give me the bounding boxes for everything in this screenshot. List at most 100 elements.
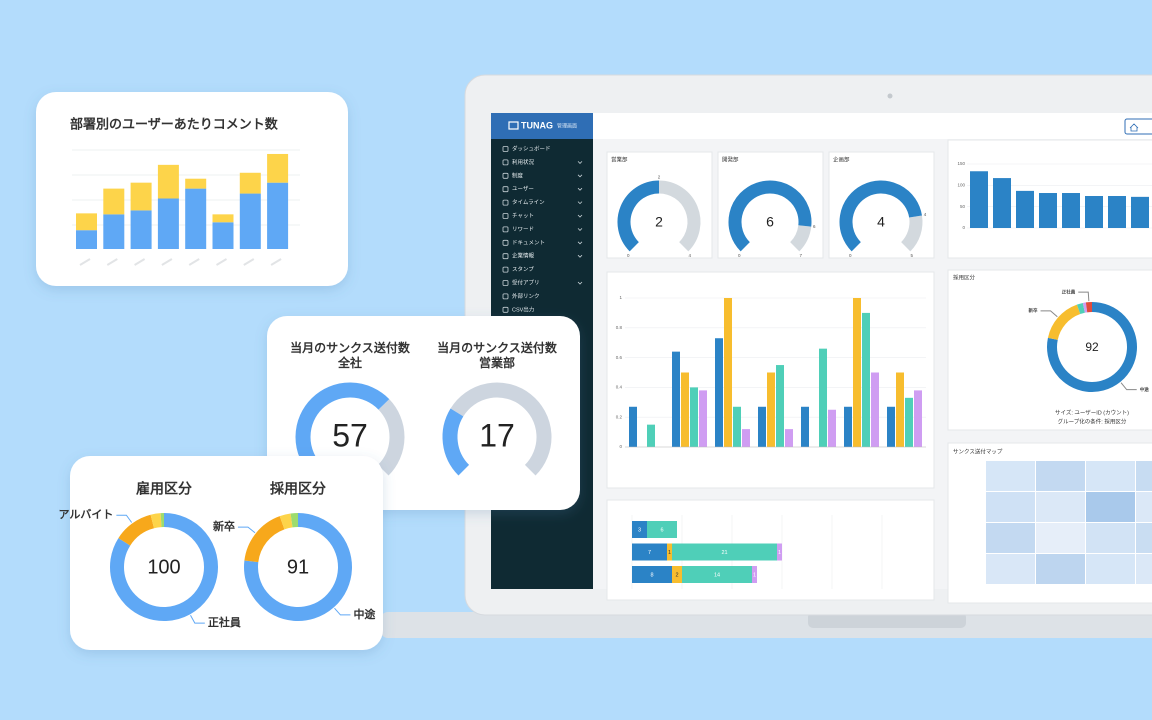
bar-segment bbox=[267, 182, 289, 249]
bar bbox=[828, 409, 836, 447]
donut-segment bbox=[118, 514, 155, 546]
bar bbox=[785, 429, 793, 447]
bar bbox=[758, 406, 766, 447]
heat-cell bbox=[1136, 492, 1152, 522]
heat-cell bbox=[1086, 554, 1135, 584]
gauge-title: 全社 bbox=[337, 355, 362, 370]
menu-chevron bbox=[577, 254, 583, 258]
laptop-notch bbox=[808, 612, 966, 628]
menu-chevron bbox=[577, 228, 583, 231]
gauge-value bbox=[728, 180, 812, 252]
donut-title: 雇用区分 bbox=[136, 481, 192, 497]
gauge-value-label: 6 bbox=[766, 214, 774, 230]
gauge-max-label: 4 bbox=[689, 253, 692, 258]
bar bbox=[690, 387, 698, 447]
y-tick-label: 0.8 bbox=[616, 325, 623, 330]
menu-item: タイムライン bbox=[512, 198, 545, 206]
x-tick-stub bbox=[215, 258, 228, 266]
bar bbox=[1108, 196, 1126, 228]
leader-line bbox=[1078, 291, 1090, 302]
donut-total: 91 bbox=[287, 556, 309, 578]
y-tick-label: 50 bbox=[960, 204, 966, 209]
y-tick-label: 0.4 bbox=[616, 385, 623, 390]
x-tick-stub bbox=[243, 258, 255, 266]
bar bbox=[672, 351, 680, 447]
y-tick-label: 100 bbox=[957, 183, 965, 188]
bar-segment bbox=[632, 521, 647, 538]
gauge-value bbox=[442, 408, 470, 476]
donut-label: 新卒 bbox=[213, 519, 235, 533]
gauge-max-label: 5 bbox=[911, 253, 914, 258]
bar-segment bbox=[130, 182, 152, 211]
menu-item: 受付アプリ bbox=[512, 278, 540, 286]
heat-cell bbox=[1086, 461, 1135, 491]
y-tick-label: 1 bbox=[619, 295, 622, 300]
donut-label: アルバイト bbox=[58, 508, 113, 521]
bar-label: 21 bbox=[721, 550, 727, 556]
menu-icon bbox=[502, 293, 509, 300]
x-tick-stub bbox=[79, 258, 91, 266]
gauge-title: 営業部 bbox=[479, 355, 515, 370]
bar bbox=[905, 397, 913, 447]
gauge-pointer-label: 6 bbox=[813, 224, 816, 229]
chart-note: グループ化の条件: 採用区分 bbox=[1058, 417, 1127, 425]
menu-item: リワード bbox=[512, 226, 534, 233]
bar bbox=[801, 406, 809, 447]
camera bbox=[887, 93, 893, 99]
leader-line bbox=[334, 607, 351, 616]
menu-chevron bbox=[577, 187, 583, 191]
bar-label: 6 bbox=[660, 527, 663, 533]
screen-content: TUNAG 管理画面ダッシュボード利用状況制度ユーザータイムラインチャットリワード… bbox=[491, 113, 1152, 604]
laptop-base bbox=[380, 612, 1152, 638]
bar bbox=[681, 372, 689, 447]
bar bbox=[914, 390, 922, 447]
menu-icon bbox=[502, 213, 509, 219]
menu-item: ドキュメント bbox=[512, 240, 545, 246]
gauge-track bbox=[789, 224, 812, 252]
bar-segment bbox=[239, 172, 261, 194]
donut-label: 正社員 bbox=[1062, 288, 1076, 295]
bar-segment bbox=[777, 543, 782, 561]
bar bbox=[647, 424, 655, 447]
bar-label: 1 bbox=[753, 572, 756, 578]
gauge-min-label: 0 bbox=[849, 253, 852, 258]
menu-item: スタンプ bbox=[512, 265, 534, 273]
header-button[interactable] bbox=[1124, 118, 1152, 135]
menu-icon bbox=[502, 159, 509, 166]
menu-icon bbox=[502, 172, 509, 179]
menu-chevron bbox=[577, 214, 583, 218]
menu-chevron bbox=[577, 161, 583, 164]
bar-segment bbox=[647, 521, 677, 538]
gauge-value bbox=[617, 180, 660, 252]
x-tick-stub bbox=[270, 258, 282, 266]
gauge-pointer-label: 2 bbox=[658, 175, 661, 180]
heat-cell bbox=[1086, 523, 1135, 553]
menu-item: ユーザー bbox=[512, 186, 534, 193]
gauge-track bbox=[900, 215, 923, 252]
bar bbox=[819, 348, 827, 447]
menu-item: 企業情報 bbox=[512, 252, 535, 260]
bar-segment bbox=[632, 566, 672, 583]
heat-cell bbox=[986, 523, 1035, 553]
donut-segment bbox=[150, 513, 162, 529]
menu-icon bbox=[502, 253, 509, 260]
bar-label: 3 bbox=[638, 527, 641, 533]
bar-segment bbox=[682, 566, 752, 583]
heat-cell bbox=[1036, 523, 1085, 553]
leader-line bbox=[190, 614, 205, 624]
gauge-pointer-label: 4 bbox=[924, 212, 927, 217]
bar bbox=[715, 338, 723, 447]
menu-icon bbox=[502, 146, 509, 152]
gauge-value-label: 17 bbox=[479, 417, 515, 453]
menu-icon bbox=[502, 199, 509, 206]
gauge-max-label: 7 bbox=[800, 253, 803, 258]
leader-line bbox=[1120, 382, 1137, 391]
heat-cell bbox=[1136, 523, 1152, 553]
heat-cell bbox=[986, 492, 1035, 522]
feature-card bbox=[70, 456, 383, 650]
bar-segment bbox=[752, 566, 757, 583]
menu-item: 制度 bbox=[512, 171, 524, 179]
donut-total: 92 bbox=[1085, 340, 1099, 354]
bar-label: 7 bbox=[648, 550, 651, 556]
